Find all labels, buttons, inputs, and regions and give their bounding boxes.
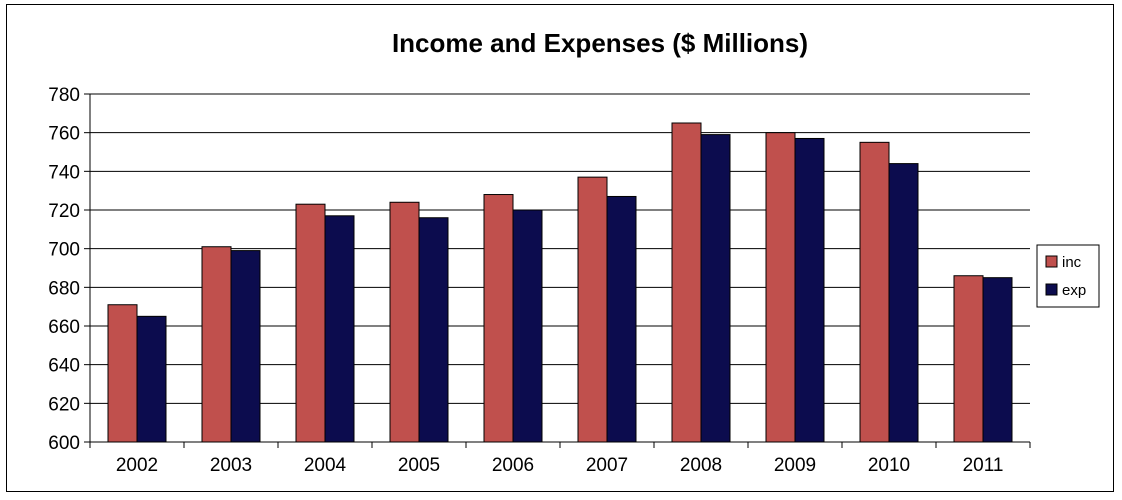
legend-swatch-exp bbox=[1045, 283, 1058, 296]
y-tick-label: 660 bbox=[48, 317, 80, 338]
y-tick-labels: 600 620 640 660 680 700 720 740 760 780 bbox=[48, 85, 80, 454]
x-tick-label: 2003 bbox=[210, 455, 252, 476]
y-tick-label: 700 bbox=[48, 240, 80, 261]
chart-title: Income and Expenses ($ Millions) bbox=[392, 28, 808, 58]
bar-exp-2009 bbox=[794, 137, 825, 443]
legend: inc exp bbox=[1036, 244, 1100, 308]
x-tick-label: 2010 bbox=[868, 455, 910, 476]
y-tick-label: 720 bbox=[48, 201, 80, 222]
y-tick-label: 680 bbox=[48, 278, 80, 299]
bar-inc-2009 bbox=[765, 132, 796, 443]
bar-inc-2010 bbox=[859, 141, 890, 443]
bar-exp-2008 bbox=[700, 134, 731, 443]
y-tick-label: 640 bbox=[48, 356, 80, 377]
x-tick-label: 2004 bbox=[304, 455, 347, 476]
chart-frame bbox=[6, 4, 1114, 492]
bar-inc-2011 bbox=[953, 275, 984, 443]
x-tick-label: 2007 bbox=[586, 455, 628, 476]
bar-exp-2002 bbox=[136, 315, 167, 443]
x-tick-label: 2002 bbox=[116, 455, 158, 476]
bar-exp-2010 bbox=[888, 163, 919, 443]
bar-inc-2008 bbox=[671, 122, 702, 443]
x-tick-label: 2005 bbox=[398, 455, 440, 476]
bar-exp-2004 bbox=[324, 215, 355, 443]
bar-inc-2005 bbox=[389, 201, 420, 443]
y-tick-label: 760 bbox=[48, 124, 80, 145]
bar-exp-2006 bbox=[512, 209, 543, 443]
legend-label-exp: exp bbox=[1062, 282, 1086, 299]
x-tick-label: 2009 bbox=[774, 455, 816, 476]
bar-exp-2005 bbox=[418, 217, 449, 443]
bar-exp-2003 bbox=[230, 250, 261, 443]
bar-inc-2004 bbox=[295, 203, 326, 443]
x-tick-label: 2008 bbox=[680, 455, 722, 476]
bars bbox=[107, 122, 1013, 443]
bar-inc-2006 bbox=[483, 194, 514, 443]
y-tick-label: 600 bbox=[48, 433, 80, 454]
bar-exp-2011 bbox=[982, 277, 1013, 443]
legend-swatch-inc bbox=[1045, 255, 1058, 268]
bar-inc-2007 bbox=[577, 176, 608, 443]
legend-box bbox=[1036, 244, 1100, 308]
legend-label-inc: inc bbox=[1062, 254, 1082, 271]
bar-inc-2002 bbox=[107, 304, 138, 443]
x-tick-labels: 2002 2003 2004 2005 2006 2007 2008 2009 2010 2011 bbox=[116, 455, 1004, 476]
axes bbox=[84, 93, 1031, 448]
x-tick-label: 2006 bbox=[492, 455, 534, 476]
y-tick-label: 780 bbox=[48, 85, 80, 106]
y-tick-label: 620 bbox=[48, 394, 80, 415]
x-tick-label: 2011 bbox=[963, 455, 1004, 476]
bar-inc-2003 bbox=[201, 246, 232, 443]
bar-exp-2007 bbox=[606, 195, 637, 443]
y-tick-label: 740 bbox=[48, 162, 80, 183]
